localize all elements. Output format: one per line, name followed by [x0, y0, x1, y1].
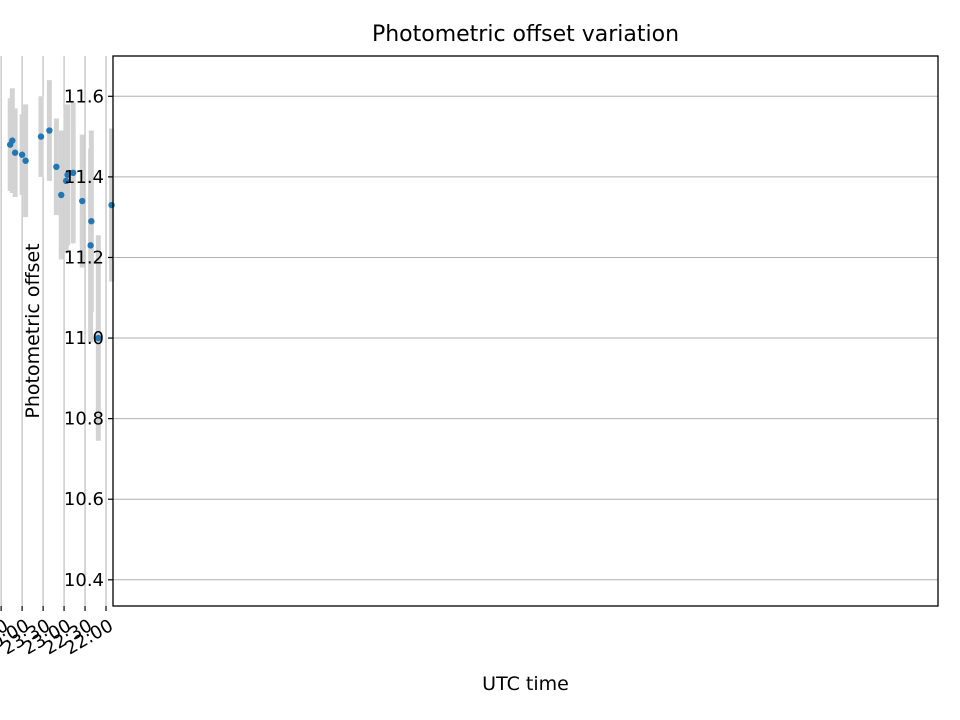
x-axis-label: UTC time: [482, 673, 569, 695]
point-layer: [7, 127, 115, 342]
data-point: [58, 191, 65, 199]
data-point: [22, 157, 29, 164]
y-tick-label: 11.4: [64, 167, 104, 188]
y-tick-layer: 10.4 10.6 10.8 11.0 11.2 11.4 11.6: [64, 86, 113, 591]
data-point: [108, 201, 115, 209]
y-tick-label: 11.2: [64, 247, 104, 268]
y-tick-label: 10.8: [64, 409, 104, 430]
data-point: [46, 127, 53, 134]
data-point: [79, 197, 86, 205]
data-point: [95, 334, 102, 342]
y-tick-label: 11.0: [64, 328, 104, 349]
data-point: [11, 149, 19, 156]
chart-title: Photometric offset variation: [371, 22, 680, 47]
data-point: [37, 133, 45, 140]
data-point: [64, 171, 71, 179]
data-point: [88, 218, 95, 225]
y-tick-label: 11.6: [64, 86, 104, 107]
y-tick-label: 10.6: [64, 489, 104, 510]
data-point: [53, 163, 60, 171]
data-point: [62, 177, 70, 185]
plot-frame: [112, 55, 939, 607]
grid-layer: [0, 56, 938, 606]
y-tick-label: 10.4: [64, 570, 104, 591]
data-point: [18, 151, 26, 158]
data-point: [69, 169, 77, 177]
data-point: [7, 141, 14, 148]
data-point: [87, 242, 94, 249]
